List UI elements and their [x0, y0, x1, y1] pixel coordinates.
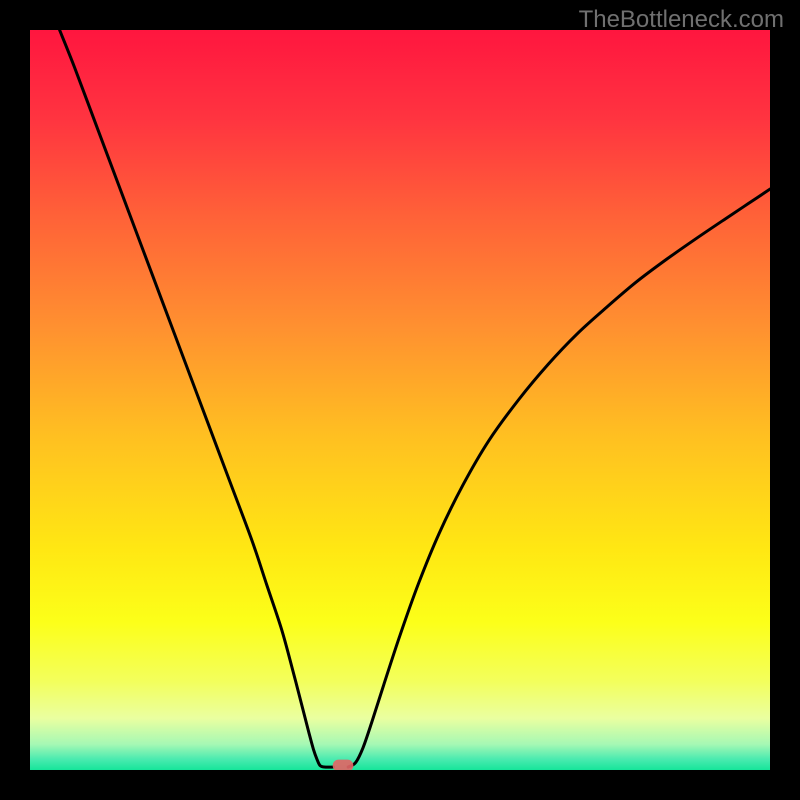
watermark-text: TheBottleneck.com	[579, 6, 784, 34]
chart-container: TheBottleneck.com	[0, 0, 800, 800]
gradient-background	[30, 30, 770, 770]
bottleneck-marker	[333, 760, 354, 772]
bottleneck-chart	[0, 0, 800, 800]
